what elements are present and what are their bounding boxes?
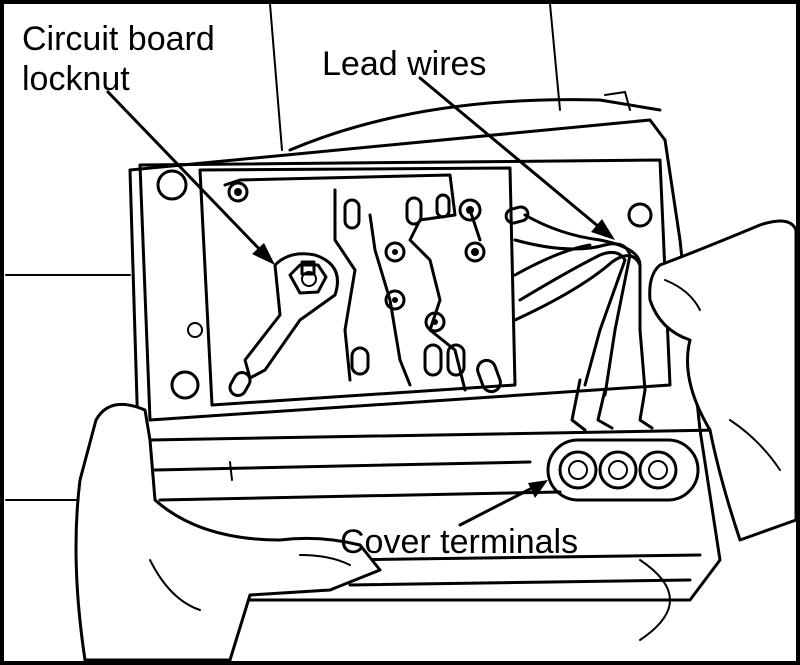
circuit-board <box>223 173 502 397</box>
left-hand <box>74 402 382 662</box>
label-cover-terminals: Cover terminals <box>340 523 578 561</box>
label-circuit-board-locknut-line2: locknut <box>22 60 130 98</box>
cover-plate <box>138 158 672 422</box>
motor-housing <box>128 91 722 641</box>
circuit-board-locknut <box>243 252 339 380</box>
cover-terminals <box>546 438 700 502</box>
label-circuit-board-locknut-line1: Circuit board <box>22 20 215 58</box>
leader-arrows <box>106 76 615 527</box>
label-lead-wires: Lead wires <box>322 45 486 83</box>
background-wall <box>5 3 561 501</box>
right-hand <box>648 219 798 542</box>
lead-wires <box>504 205 654 432</box>
